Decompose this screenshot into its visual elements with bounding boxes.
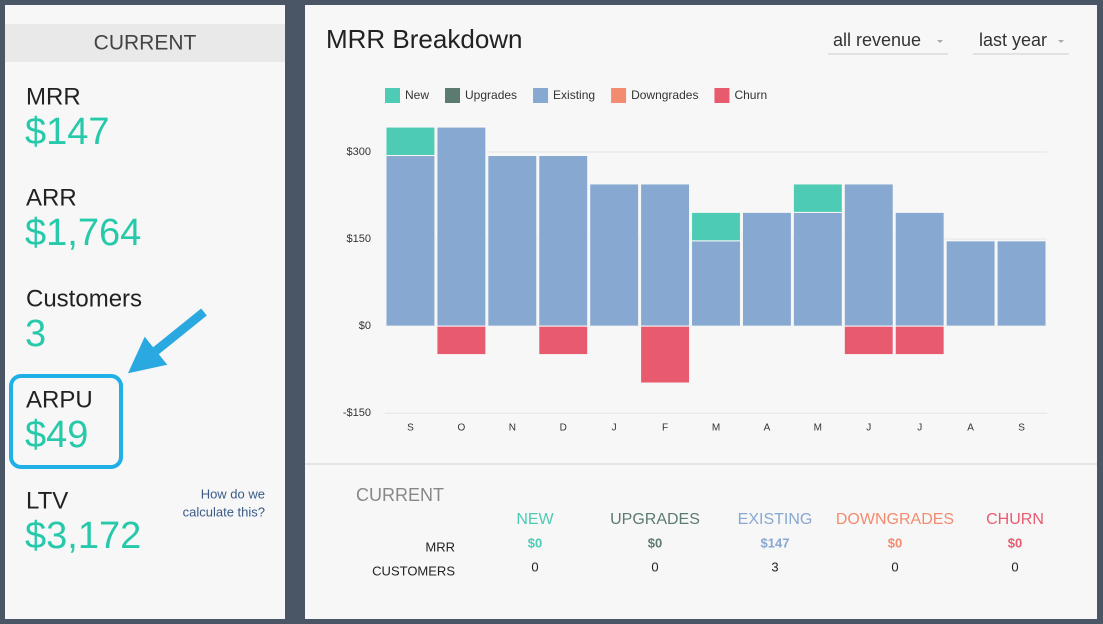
x-tick-label: S: [1018, 423, 1025, 434]
legend-swatch: [385, 88, 400, 103]
arrow: [127, 308, 207, 374]
cell: $147: [761, 535, 790, 550]
column-header: DOWNGRADES: [836, 511, 954, 528]
table-title: CURRENT: [356, 485, 444, 505]
bar-segment: [640, 183, 691, 327]
metric-value: $147: [25, 111, 110, 153]
x-tick-label: A: [967, 423, 974, 434]
bar-segment: [792, 211, 843, 327]
x-tick-label: D: [560, 423, 567, 434]
metric-value: $3,172: [25, 515, 141, 557]
bar-segment: [436, 126, 487, 327]
legend-swatch: [611, 88, 627, 103]
bar-segment: [436, 325, 487, 356]
x-tick-label: S: [407, 423, 414, 434]
chart: -$150 $0 $150 $300 New Upgrades Existing Downgr…: [343, 88, 1047, 434]
help-link[interactable]: How do we: [201, 486, 265, 501]
metric-value: 3: [25, 313, 46, 355]
filter-dropdown[interactable]: last year: [979, 30, 1047, 50]
bar-segment: [538, 155, 589, 327]
column-header: CHURN: [986, 511, 1044, 528]
metric-value: $49: [25, 414, 88, 456]
legend-label: Downgrades: [631, 88, 698, 102]
legend-label: New: [405, 88, 429, 102]
bar-segment: [894, 211, 945, 327]
x-tick-label: F: [662, 423, 668, 434]
column-header: EXISTING: [738, 511, 813, 528]
cell: 3: [771, 559, 778, 574]
bar-segment: [843, 183, 894, 327]
legend-swatch: [714, 88, 730, 103]
x-tick-label: J: [612, 423, 617, 434]
sidebar-header: CURRENT: [94, 32, 197, 55]
bar-segment: [691, 240, 741, 327]
table: CURRENT NEW UPGRADES EXISTING DOWNGRADES CHUR…: [356, 485, 1044, 579]
y-tick-label: $150: [347, 233, 371, 245]
legend-swatch: [533, 88, 549, 103]
metric-value: $1,764: [25, 212, 141, 254]
help-link[interactable]: calculate this?: [183, 504, 265, 519]
row-label: MRR: [425, 539, 455, 554]
bar-segment: [945, 240, 996, 327]
bar-segment: [843, 325, 894, 356]
highlight-box: [9, 374, 123, 469]
cell: $0: [528, 535, 542, 550]
metric-label: ARR: [26, 184, 77, 211]
y-tick-label: $0: [359, 320, 371, 332]
bar-segment: [996, 240, 1047, 327]
x-tick-label: N: [509, 423, 516, 434]
column-header: NEW: [516, 511, 554, 528]
x-tick-label: M: [814, 423, 822, 434]
x-tick-label: M: [712, 423, 720, 434]
row-label: CUSTOMERS: [372, 563, 455, 578]
metric-label: LTV: [26, 487, 68, 514]
x-tick-label: A: [764, 423, 771, 434]
x-tick-label: J: [866, 423, 871, 434]
x-tick-label: J: [917, 423, 922, 434]
cell: $0: [1008, 535, 1022, 550]
legend-label: Churn: [734, 88, 767, 102]
bar-segment: [792, 183, 843, 213]
metric-label: Customers: [26, 285, 142, 312]
sidebar-header-band: [5, 24, 285, 62]
y-tick-label: $300: [347, 146, 371, 158]
cell: $0: [648, 535, 662, 550]
sidebar: [5, 5, 285, 619]
panel-title: MRR Breakdown: [326, 24, 523, 54]
bar-segment: [487, 155, 538, 327]
bar-segment: [640, 325, 691, 384]
legend-swatch: [445, 88, 461, 103]
caret: [937, 40, 943, 43]
cell: 0: [651, 559, 658, 574]
bar-segment: [538, 325, 589, 356]
cell: $0: [888, 535, 902, 550]
bar-segment: [385, 155, 436, 327]
bar-segment: [385, 126, 436, 157]
metric-label: ARPU: [26, 386, 93, 413]
bar-segment: [589, 183, 640, 327]
bar-segment: [741, 211, 792, 327]
metric-label: MRR: [26, 83, 81, 110]
cell: 0: [1011, 559, 1018, 574]
legend-label: Upgrades: [465, 88, 517, 102]
bar-segment: [691, 211, 741, 242]
legend-label: Existing: [553, 88, 595, 102]
filter-dropdown[interactable]: all revenue: [833, 30, 921, 50]
column-header: UPGRADES: [610, 511, 700, 528]
y-tick-label: -$150: [343, 407, 371, 419]
cell: 0: [531, 559, 538, 574]
cell: 0: [891, 559, 898, 574]
caret: [1058, 40, 1064, 43]
x-tick-label: O: [457, 423, 465, 434]
bar-segment: [894, 325, 945, 356]
